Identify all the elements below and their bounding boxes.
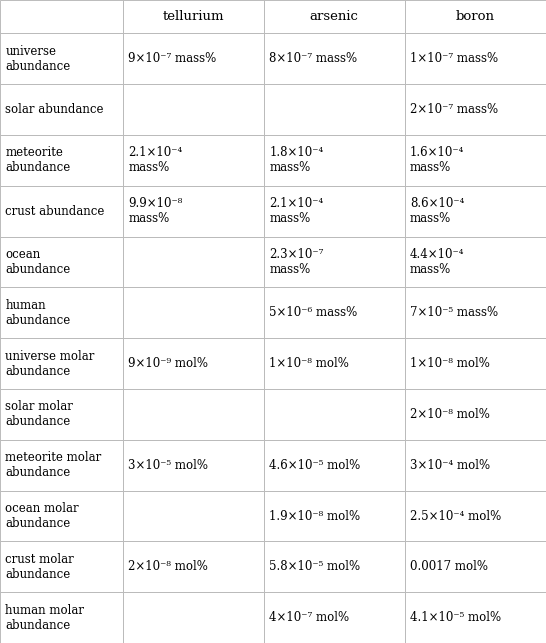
Bar: [0, 135, 123, 186]
Bar: [123, 186, 264, 237]
Text: boron: boron: [456, 10, 495, 23]
Text: arsenic: arsenic: [310, 10, 359, 23]
Text: 8×10⁻⁷ mass%: 8×10⁻⁷ mass%: [269, 52, 357, 66]
Text: 9.9×10⁻⁸
mass%: 9.9×10⁻⁸ mass%: [128, 197, 183, 225]
Text: 1×10⁻⁸ mol%: 1×10⁻⁸ mol%: [410, 357, 490, 370]
Bar: [405, 389, 546, 440]
Bar: [0, 237, 123, 287]
Bar: [405, 84, 546, 135]
Bar: [0, 186, 123, 237]
Bar: [123, 541, 264, 592]
Bar: [0, 287, 123, 338]
Bar: [0, 0, 123, 33]
Text: 5×10⁻⁶ mass%: 5×10⁻⁶ mass%: [269, 306, 358, 320]
Bar: [264, 338, 405, 389]
Text: universe molar
abundance: universe molar abundance: [5, 350, 95, 377]
Text: human molar
abundance: human molar abundance: [5, 604, 85, 631]
Text: crust abundance: crust abundance: [5, 204, 105, 218]
Text: 2×10⁻⁷ mass%: 2×10⁻⁷ mass%: [410, 103, 498, 116]
Text: crust molar
abundance: crust molar abundance: [5, 553, 74, 581]
Text: 5.8×10⁻⁵ mol%: 5.8×10⁻⁵ mol%: [269, 560, 360, 574]
Bar: [123, 287, 264, 338]
Text: 8.6×10⁻⁴
mass%: 8.6×10⁻⁴ mass%: [410, 197, 465, 225]
Bar: [405, 186, 546, 237]
Bar: [123, 491, 264, 541]
Bar: [0, 33, 123, 84]
Bar: [123, 440, 264, 491]
Bar: [123, 135, 264, 186]
Bar: [123, 338, 264, 389]
Bar: [405, 541, 546, 592]
Bar: [123, 592, 264, 643]
Text: 1×10⁻⁸ mol%: 1×10⁻⁸ mol%: [269, 357, 349, 370]
Bar: [0, 84, 123, 135]
Bar: [264, 592, 405, 643]
Bar: [405, 592, 546, 643]
Text: universe
abundance: universe abundance: [5, 45, 71, 73]
Bar: [123, 389, 264, 440]
Bar: [264, 541, 405, 592]
Text: 4.4×10⁻⁴
mass%: 4.4×10⁻⁴ mass%: [410, 248, 465, 276]
Bar: [405, 440, 546, 491]
Bar: [405, 338, 546, 389]
Text: 1.8×10⁻⁴
mass%: 1.8×10⁻⁴ mass%: [269, 147, 323, 174]
Text: 2.5×10⁻⁴ mol%: 2.5×10⁻⁴ mol%: [410, 509, 501, 523]
Text: 1×10⁻⁷ mass%: 1×10⁻⁷ mass%: [410, 52, 498, 66]
Text: 2.1×10⁻⁴
mass%: 2.1×10⁻⁴ mass%: [269, 197, 323, 225]
Text: 3×10⁻⁴ mol%: 3×10⁻⁴ mol%: [410, 458, 490, 472]
Bar: [264, 0, 405, 33]
Text: ocean molar
abundance: ocean molar abundance: [5, 502, 79, 530]
Bar: [0, 389, 123, 440]
Bar: [264, 135, 405, 186]
Bar: [123, 33, 264, 84]
Bar: [0, 541, 123, 592]
Text: 4.1×10⁻⁵ mol%: 4.1×10⁻⁵ mol%: [410, 611, 501, 624]
Text: 9×10⁻⁹ mol%: 9×10⁻⁹ mol%: [128, 357, 209, 370]
Bar: [264, 389, 405, 440]
Text: 1.6×10⁻⁴
mass%: 1.6×10⁻⁴ mass%: [410, 147, 465, 174]
Bar: [264, 287, 405, 338]
Text: human
abundance: human abundance: [5, 299, 71, 327]
Bar: [405, 135, 546, 186]
Bar: [264, 491, 405, 541]
Text: 0.0017 mol%: 0.0017 mol%: [410, 560, 488, 574]
Text: 2.3×10⁻⁷
mass%: 2.3×10⁻⁷ mass%: [269, 248, 324, 276]
Bar: [264, 84, 405, 135]
Text: 2.1×10⁻⁴
mass%: 2.1×10⁻⁴ mass%: [128, 147, 182, 174]
Bar: [123, 0, 264, 33]
Text: solar molar
abundance: solar molar abundance: [5, 401, 73, 428]
Text: 4×10⁻⁷ mol%: 4×10⁻⁷ mol%: [269, 611, 349, 624]
Bar: [0, 338, 123, 389]
Bar: [264, 440, 405, 491]
Text: ocean
abundance: ocean abundance: [5, 248, 71, 276]
Bar: [405, 237, 546, 287]
Bar: [123, 237, 264, 287]
Text: 9×10⁻⁷ mass%: 9×10⁻⁷ mass%: [128, 52, 217, 66]
Text: 2×10⁻⁸ mol%: 2×10⁻⁸ mol%: [410, 408, 490, 421]
Text: solar abundance: solar abundance: [5, 103, 104, 116]
Text: 2×10⁻⁸ mol%: 2×10⁻⁸ mol%: [128, 560, 208, 574]
Bar: [0, 440, 123, 491]
Text: meteorite molar
abundance: meteorite molar abundance: [5, 451, 102, 479]
Text: tellurium: tellurium: [163, 10, 224, 23]
Bar: [0, 491, 123, 541]
Text: 1.9×10⁻⁸ mol%: 1.9×10⁻⁸ mol%: [269, 509, 360, 523]
Bar: [123, 84, 264, 135]
Bar: [405, 491, 546, 541]
Text: 3×10⁻⁵ mol%: 3×10⁻⁵ mol%: [128, 458, 209, 472]
Bar: [405, 33, 546, 84]
Text: 4.6×10⁻⁵ mol%: 4.6×10⁻⁵ mol%: [269, 458, 360, 472]
Bar: [264, 186, 405, 237]
Bar: [405, 0, 546, 33]
Bar: [0, 592, 123, 643]
Bar: [264, 33, 405, 84]
Bar: [405, 287, 546, 338]
Text: meteorite
abundance: meteorite abundance: [5, 147, 71, 174]
Bar: [264, 237, 405, 287]
Text: 7×10⁻⁵ mass%: 7×10⁻⁵ mass%: [410, 306, 498, 320]
